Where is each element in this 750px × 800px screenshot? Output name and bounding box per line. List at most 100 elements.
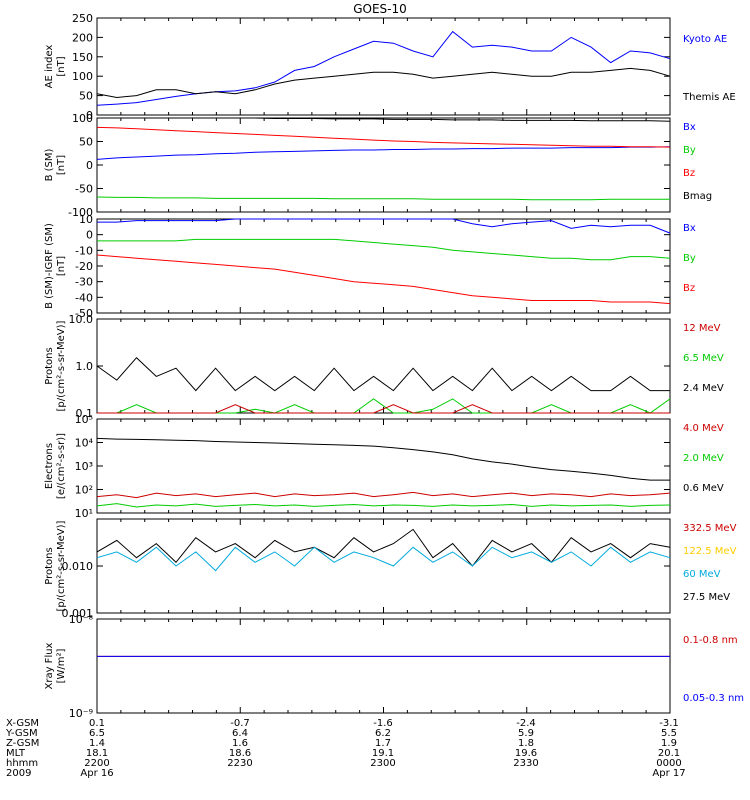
legend-label: Bmag bbox=[683, 191, 712, 202]
y-tick-label: -40 bbox=[75, 291, 93, 304]
legend-label: Themis AE bbox=[682, 92, 736, 103]
legend-label: Kyoto AE bbox=[683, 34, 727, 45]
panel-bsm: -100 -50 0 50 100 B (SM) [nT] Bx By Bz Bmag bbox=[44, 112, 712, 219]
panel-p_lo: 0.001 0.010 Protons [p/(cm²-s-sr-MeV)] 332.5… bbox=[44, 518, 737, 620]
ephemeris-value: 6.4 bbox=[232, 728, 248, 739]
y-tick-label: 0.1 bbox=[76, 407, 94, 420]
series-27-5-mev bbox=[96, 528, 671, 567]
ephemeris-value: -0.7 bbox=[230, 718, 250, 729]
y-axis-label: Protons bbox=[44, 547, 55, 584]
series-bmag bbox=[97, 117, 671, 122]
ephemeris-value: 1.9 bbox=[661, 738, 677, 749]
y-axis-label: Electrons bbox=[44, 443, 55, 489]
legend-label: 0.1-0.8 nm bbox=[683, 635, 738, 646]
y-tick-label: 0 bbox=[86, 109, 93, 122]
panel-electrons: 10¹ 10² 10³ 10⁴ 10⁵ Electrons [e/(cm²-s-sr)] 4.… bbox=[44, 413, 724, 520]
legend-label: By bbox=[683, 145, 696, 156]
panel-bdiff: -50 -40 -30 -20 -10 0 10 B (SM)-IGRF (SM) [nT] Bx… bbox=[44, 213, 696, 320]
legend-label: 27.5 MeV bbox=[683, 592, 730, 603]
series-by bbox=[96, 196, 670, 201]
y-tick-label: 150 bbox=[72, 51, 93, 64]
series-4-0-mev bbox=[96, 491, 671, 499]
ephemeris-value: 19.1 bbox=[372, 748, 394, 759]
panel-p_hi: 0.1 1.0 10.0 Protons [p/(cm²-s-sr-MeV)] 12 Me… bbox=[44, 313, 724, 420]
ephemeris-row-label: hhmm bbox=[6, 758, 38, 769]
series-bz bbox=[96, 254, 671, 305]
y-tick-label: 10.0 bbox=[69, 313, 94, 326]
ephemeris-value: 20.1 bbox=[658, 748, 680, 759]
panel-frame bbox=[96, 318, 671, 414]
ephemeris-row-label: Z-GSM bbox=[6, 738, 39, 749]
y-axis-label: [nT] bbox=[56, 155, 67, 175]
y-axis-label: Protons bbox=[44, 347, 55, 384]
ephemeris-value: 19.6 bbox=[515, 748, 537, 759]
legend-label: 122.5 MeV bbox=[683, 546, 737, 557]
y-tick-label: -10 bbox=[75, 244, 93, 257]
ephemeris-value: 6.2 bbox=[375, 728, 391, 739]
y-tick-label: -50 bbox=[75, 183, 93, 196]
ephemeris-value: 2200 bbox=[84, 758, 109, 769]
y-tick-label: 10¹ bbox=[75, 507, 93, 520]
y-tick-label: -100 bbox=[68, 206, 93, 219]
legend-label: 0.05-0.3 nm bbox=[683, 693, 744, 704]
y-tick-label: 0.001 bbox=[62, 607, 94, 620]
series-2-4-mev bbox=[96, 356, 670, 392]
legend-label: Bz bbox=[683, 168, 695, 179]
panel-xray: 10⁻⁹ 10⁻⁸ Xray Flux [W/m²] 0.1-0.8 nm 0.05-0.… bbox=[44, 613, 744, 720]
ephemeris-value: 6.5 bbox=[89, 728, 105, 739]
panel-ae: 0 50 100 150 200 250 AE index [nT] Kyoto AE Themi… bbox=[44, 12, 736, 122]
y-tick-label: 50 bbox=[79, 90, 93, 103]
ephemeris-value: 5.5 bbox=[661, 728, 677, 739]
ephemeris-table: X-GSMY-GSMZ-GSMMLThhmm20090.16.51.418.12… bbox=[5, 718, 686, 779]
legend-label: Bz bbox=[683, 283, 695, 294]
series-2-0-mev bbox=[96, 503, 671, 508]
y-axis-label: B (SM)-IGRF (SM) bbox=[44, 223, 55, 309]
ephemeris-value: 5.9 bbox=[518, 728, 534, 739]
legend-label: 6.5 MeV bbox=[683, 353, 724, 364]
y-tick-label: 100 bbox=[72, 112, 93, 125]
ephemeris-value: 1.4 bbox=[89, 738, 105, 749]
ephemeris-value: Apr 17 bbox=[652, 768, 685, 779]
y-tick-label: -50 bbox=[75, 307, 93, 320]
y-axis-label: [nT] bbox=[56, 256, 67, 276]
panel-frame bbox=[96, 618, 671, 714]
ephemeris-row-label: X-GSM bbox=[6, 718, 39, 729]
series-by bbox=[97, 238, 671, 261]
ephemeris-row-label: Y-GSM bbox=[5, 728, 38, 739]
legend-label: 332.5 MeV bbox=[683, 523, 737, 534]
ephemeris-value: 1.7 bbox=[375, 738, 391, 749]
y-axis-label: [e/(cm²-s-sr)] bbox=[56, 433, 67, 499]
ephemeris-value: -3.1 bbox=[659, 718, 679, 729]
ephemeris-value: 18.6 bbox=[229, 748, 251, 759]
y-tick-label: 1.0 bbox=[76, 360, 94, 373]
legend-label: 4.0 MeV bbox=[683, 423, 724, 434]
legend-label: 0.6 MeV bbox=[683, 483, 724, 494]
ephemeris-value: 2230 bbox=[227, 758, 252, 769]
ephemeris-value: Apr 16 bbox=[80, 768, 113, 779]
legend-label: Bx bbox=[683, 122, 696, 133]
panel-frame bbox=[96, 418, 671, 514]
panel-frame bbox=[96, 17, 671, 116]
ephemeris-row-label: MLT bbox=[6, 748, 26, 759]
ephemeris-value: 0000 bbox=[656, 758, 681, 769]
legend-label: 2.0 MeV bbox=[683, 453, 724, 464]
y-tick-label: 200 bbox=[72, 31, 93, 44]
y-tick-label: 0 bbox=[86, 159, 93, 172]
y-tick-label: 10⁻⁹ bbox=[69, 707, 93, 720]
y-tick-label: 10² bbox=[75, 484, 93, 497]
ephemeris-value: 1.8 bbox=[518, 738, 534, 749]
y-axis-label: [nT] bbox=[56, 56, 67, 76]
y-tick-label: -20 bbox=[75, 260, 93, 273]
y-tick-label: 100 bbox=[72, 70, 93, 83]
legend-label: 2.4 MeV bbox=[683, 383, 724, 394]
y-tick-label: 10⁵ bbox=[75, 413, 93, 426]
legend-label: 12 MeV bbox=[683, 323, 721, 334]
y-tick-label: 250 bbox=[72, 12, 93, 25]
ephemeris-value: 2330 bbox=[513, 758, 538, 769]
ephemeris-value: -2.4 bbox=[516, 718, 536, 729]
series-kyoto-ae bbox=[96, 30, 671, 106]
y-tick-label: 10³ bbox=[75, 460, 93, 473]
series-bz bbox=[96, 126, 671, 148]
